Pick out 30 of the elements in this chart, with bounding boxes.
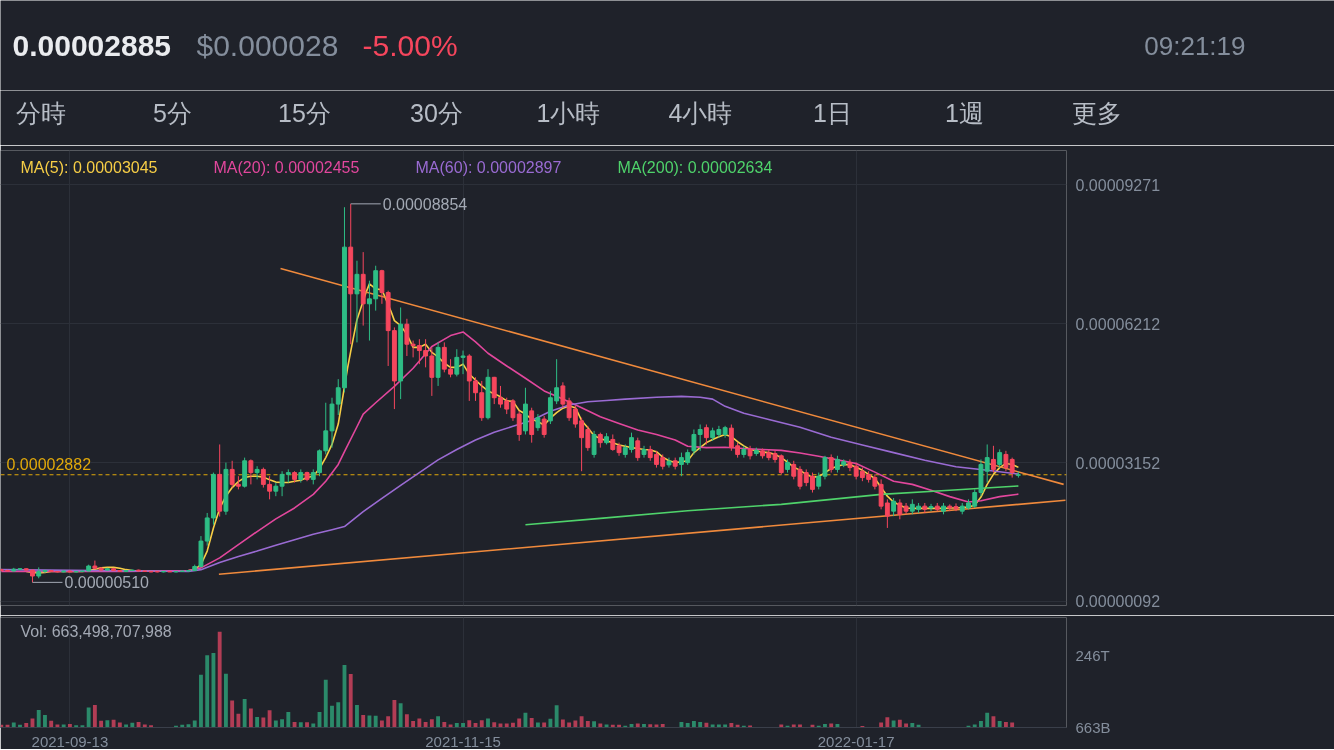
y-tick-label: 0.00000092 — [1075, 593, 1161, 611]
x-tick-label: 2021-09-13 — [31, 732, 109, 750]
text: 5分 — [153, 99, 192, 127]
annotation: 0.00000510 — [64, 574, 150, 592]
text: 1小時 — [536, 99, 601, 127]
text: 0.00002885 — [12, 28, 171, 62]
annotation: Vol: 663,498,707,988 — [20, 623, 172, 640]
text: 09:21:19 — [1144, 30, 1246, 61]
y-tick-label: 0.00006212 — [1075, 315, 1161, 333]
x-tick-label: 2021-11-15 — [425, 732, 501, 750]
text: MA(60): 0.00002897 — [415, 159, 562, 176]
y-tick-label: 246T — [1075, 646, 1110, 664]
text: -5.00% — [362, 29, 458, 62]
text: 1日 — [813, 99, 852, 127]
y-tick-label: 0.00003152 — [1075, 454, 1161, 472]
annotation: 0.00008854 — [382, 195, 468, 213]
y-tick-label: 0.00009271 — [1075, 176, 1161, 194]
x-tick-label: 2022-01-17 — [817, 732, 895, 750]
text: MA(5): 0.00003045 — [20, 159, 158, 176]
text: 更多 — [1071, 99, 1122, 127]
text: 1週 — [945, 99, 984, 127]
text: MA(200): 0.00002634 — [617, 159, 773, 176]
text: $0.000028 — [196, 29, 339, 62]
text: 分時 — [15, 99, 66, 127]
text: 4小時 — [668, 99, 733, 127]
y-tick-label: 663B — [1075, 718, 1111, 736]
text: MA(20): 0.00002455 — [213, 159, 360, 176]
text: 15分 — [278, 99, 331, 127]
text: 30分 — [410, 99, 463, 127]
ref-line-label: 0.00002882 — [6, 455, 92, 473]
